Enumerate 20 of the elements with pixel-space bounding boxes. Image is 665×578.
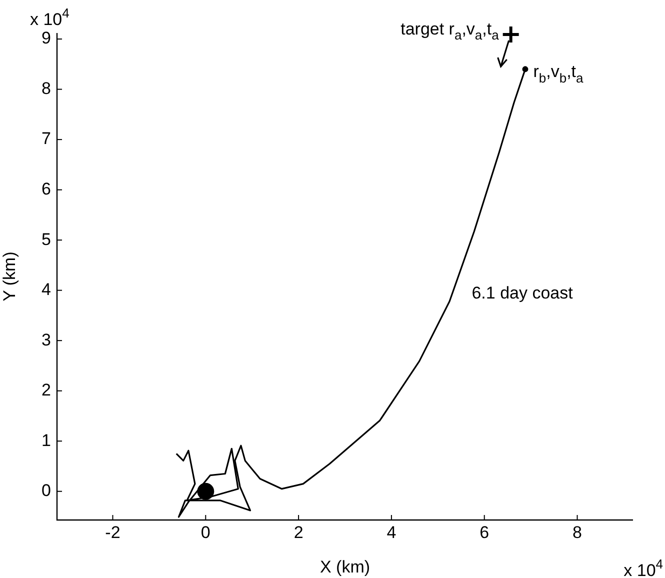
x-tick-label: 0 <box>200 522 210 542</box>
y-axis-title: Y (km) <box>0 252 19 302</box>
y-tick-label: 2 <box>42 380 51 400</box>
y-tick-label: 5 <box>42 230 51 249</box>
y-tick-label: 9 <box>42 28 51 48</box>
y-tick-label: 1 <box>42 430 51 450</box>
y-tick-label: 4 <box>42 280 51 300</box>
y-tick-label: 3 <box>42 330 51 350</box>
x-axis-title: X (km) <box>320 557 370 576</box>
y-tick-label: 0 <box>42 481 51 500</box>
x-tick-label: 6 <box>480 522 490 542</box>
y-tick-label: 7 <box>42 129 51 148</box>
x-tick-label: -2 <box>105 522 120 542</box>
annotation: 6.1 day coast <box>472 283 574 302</box>
y-tick-label: 6 <box>42 179 51 198</box>
point <box>501 25 520 44</box>
y-tick-label: 8 <box>42 78 51 98</box>
x-tick-label: 4 <box>386 522 396 542</box>
x-tick-label: 8 <box>572 522 582 542</box>
x-tick-label: 2 <box>294 522 304 542</box>
